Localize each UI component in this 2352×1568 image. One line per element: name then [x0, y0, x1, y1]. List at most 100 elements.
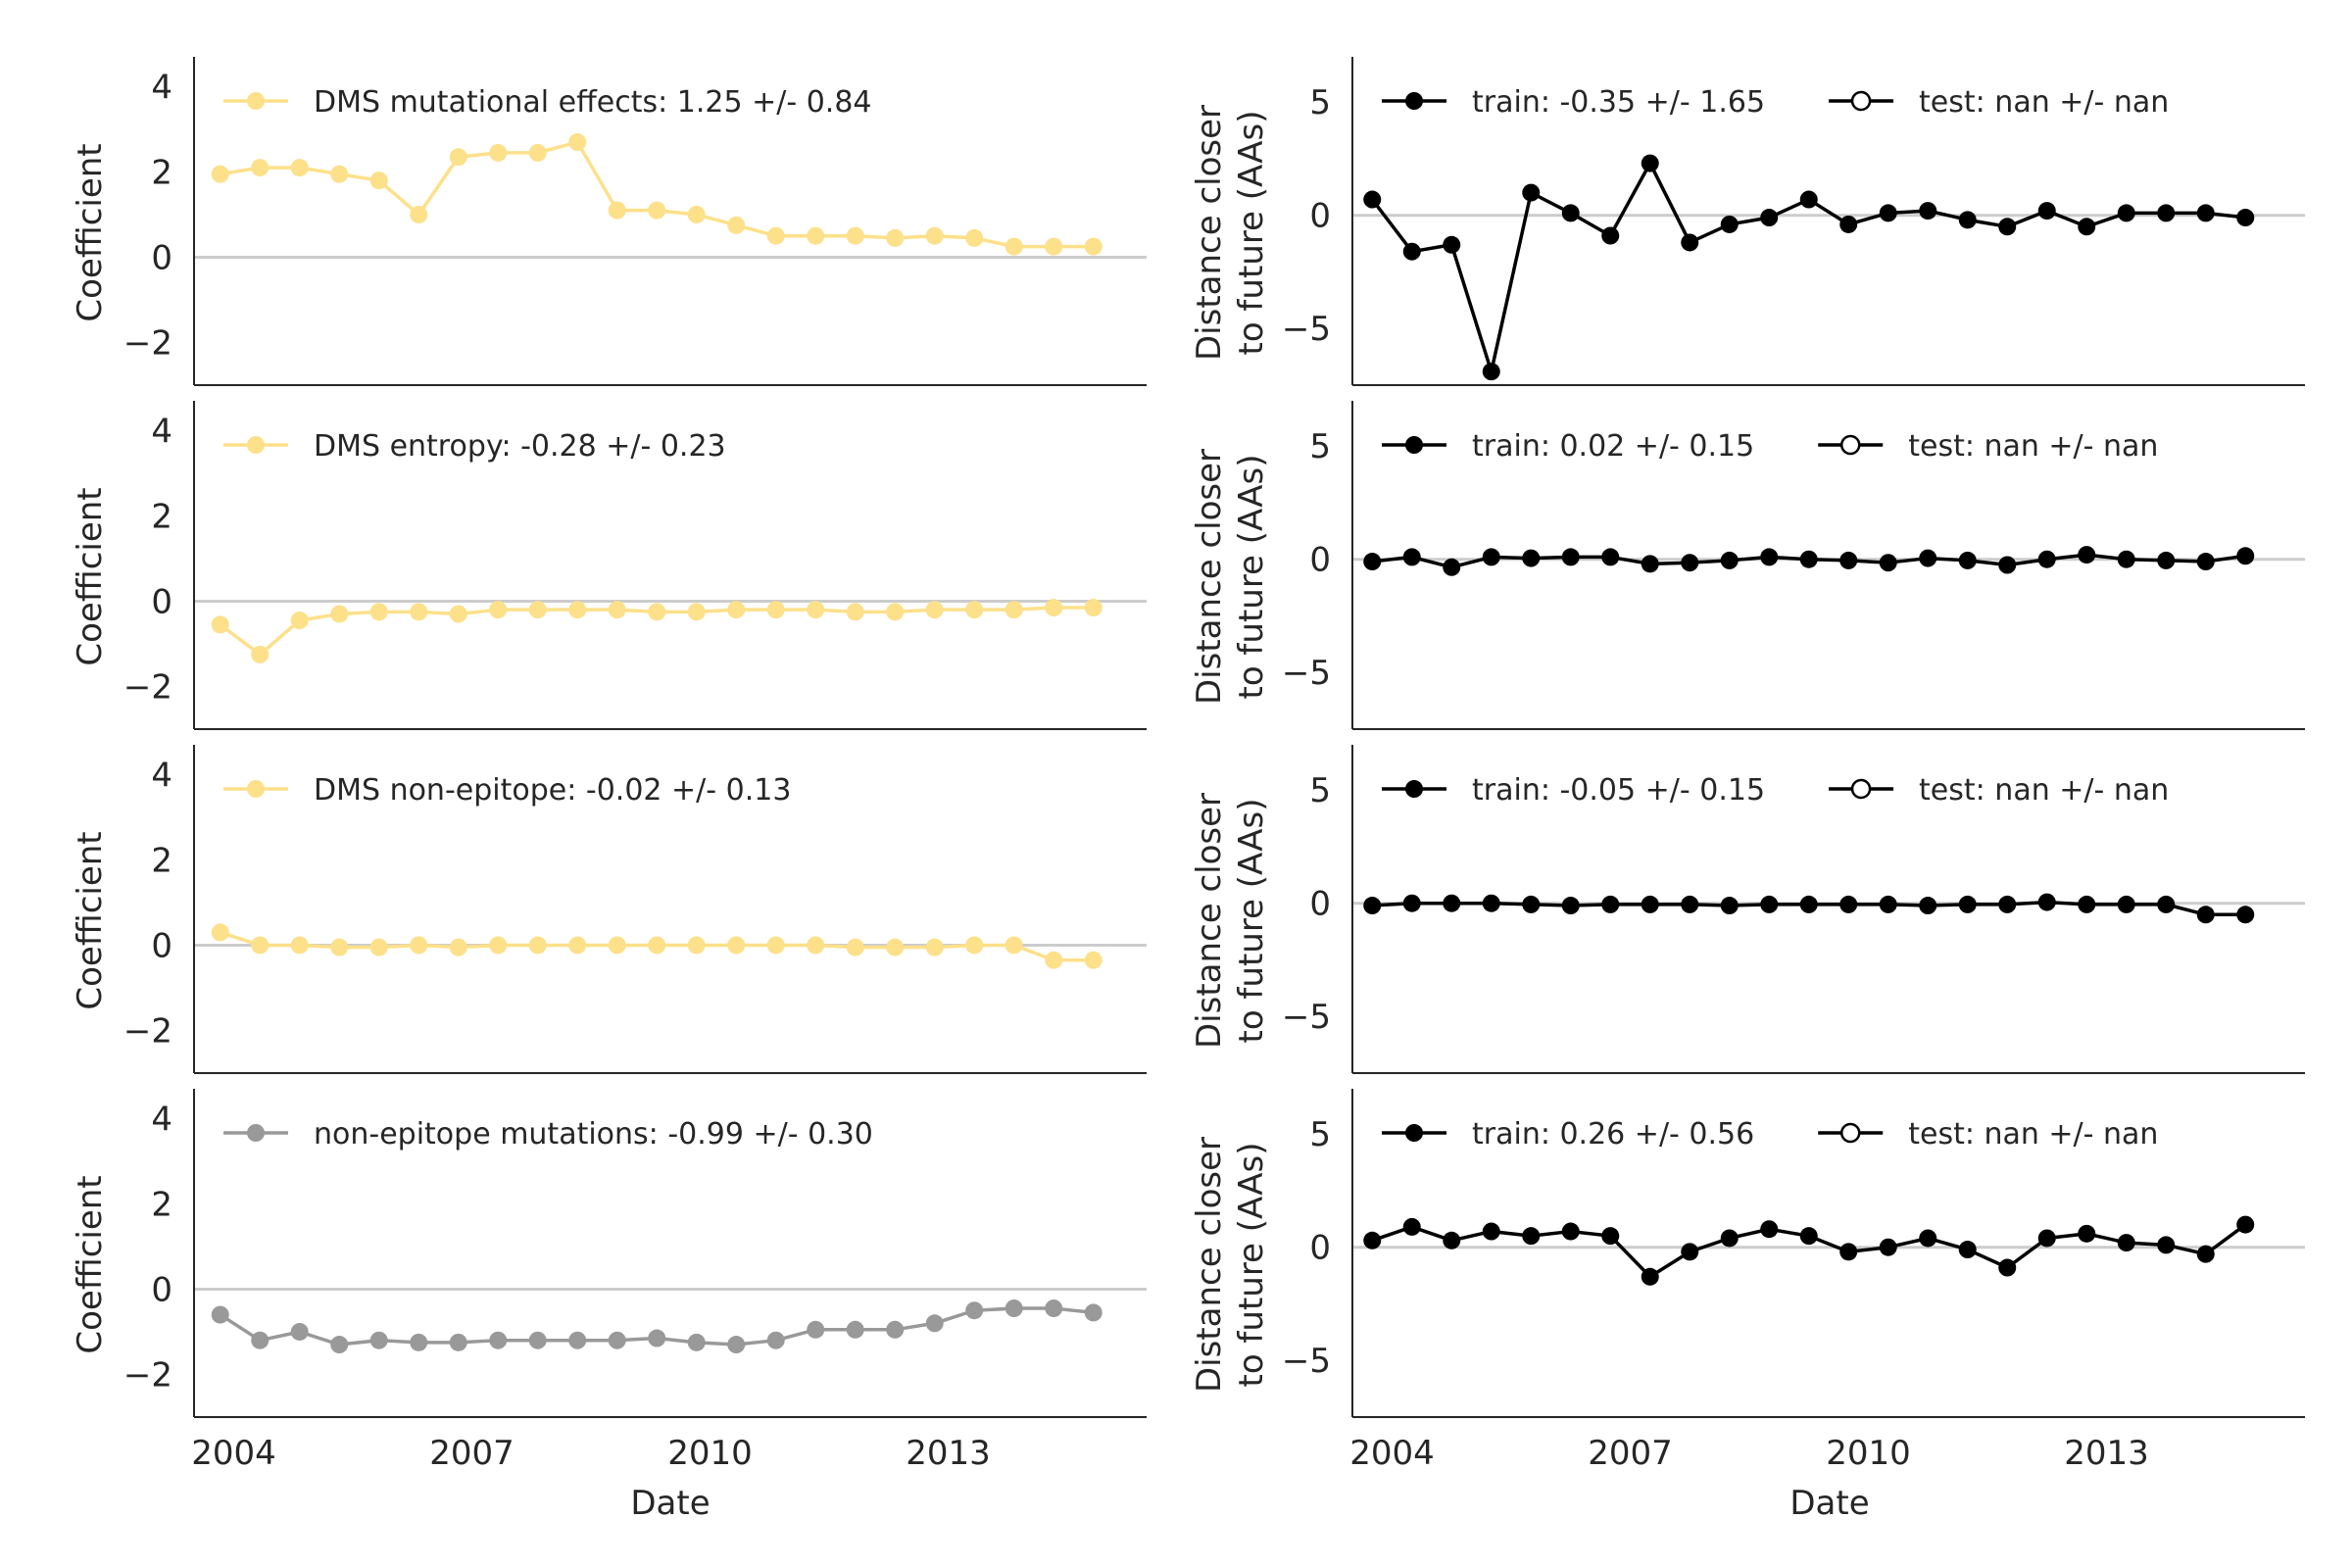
data-point	[1561, 1222, 1580, 1241]
data-point	[1482, 363, 1500, 381]
data-point	[1443, 235, 1461, 254]
data-point	[1443, 558, 1461, 576]
data-point	[925, 938, 944, 956]
legend-label: DMS entropy: -0.28 +/- 0.23	[314, 429, 726, 464]
data-point	[369, 938, 388, 956]
data-point	[211, 1305, 229, 1324]
x-tick-label: 2004	[1349, 1434, 1435, 1473]
y-axis-label: Coefficient	[71, 487, 110, 665]
data-point	[1919, 897, 1937, 915]
series-1	[1363, 1215, 2255, 1286]
data-point	[330, 605, 349, 623]
data-point	[290, 612, 309, 630]
data-point	[330, 165, 349, 183]
data-point	[2078, 1224, 2096, 1243]
panel-coefficient-3: −2 0 2 4 Coefficient DMS non-epitope: -0.02 +…	[71, 745, 1147, 1074]
legend-label: train: -0.35 +/- 1.65	[1472, 85, 1765, 120]
legend-marker	[247, 1124, 265, 1142]
data-point	[2117, 1234, 2135, 1252]
data-point	[1839, 551, 1858, 569]
data-point	[687, 936, 706, 955]
data-point	[449, 605, 467, 623]
data-point	[410, 1333, 428, 1351]
data-point	[648, 936, 666, 955]
data-point	[1443, 1231, 1461, 1250]
data-point	[1482, 894, 1500, 912]
data-point	[1998, 1258, 2017, 1277]
data-point	[766, 226, 785, 245]
data-point	[1641, 154, 1659, 172]
data-point	[1958, 895, 1977, 913]
y-tick-label: 0	[1309, 197, 1331, 236]
data-point	[2037, 550, 2056, 568]
data-point	[1958, 551, 1977, 569]
data-point	[2078, 895, 2096, 913]
data-point	[2078, 218, 2096, 236]
panel-coefficient-4: −2 0 2 4 2004 2007 2010 2013 Coefficient non-epit…	[71, 1089, 1147, 1473]
data-point	[648, 603, 666, 621]
y-tick-label: −5	[1282, 998, 1331, 1037]
y-tick-label: −5	[1282, 654, 1331, 693]
data-point	[2236, 1215, 2255, 1234]
x-tick-label: 2013	[2064, 1434, 2149, 1473]
data-point	[608, 601, 626, 619]
y-tick-label: −5	[1282, 310, 1331, 349]
y-tick-label: 5	[1309, 1115, 1331, 1154]
data-point	[2196, 906, 2215, 924]
data-point	[251, 159, 270, 177]
data-point	[846, 226, 864, 245]
data-point	[1402, 242, 1421, 261]
data-point	[1799, 1227, 1818, 1246]
y-tick-label: 5	[1309, 427, 1331, 466]
data-point	[528, 1331, 547, 1349]
panel-coefficient-2: −2 0 2 4 Coefficient DMS entropy: -0.28 +/- 0…	[71, 401, 1147, 730]
legend-marker	[1850, 90, 1872, 112]
panel-distance-4: −5 0 5 2004 2007 2010 2013 Distance closer to fu…	[1190, 1089, 2305, 1473]
data-point	[1919, 1229, 1937, 1248]
data-point	[846, 603, 864, 621]
legend-label: train: -0.05 +/- 0.15	[1472, 773, 1765, 808]
data-point	[1879, 895, 1897, 913]
data-point	[1919, 549, 1937, 567]
y-tick-label: 0	[151, 238, 172, 277]
series-1	[211, 923, 1102, 969]
data-point	[1084, 951, 1102, 969]
data-point	[846, 1320, 864, 1339]
data-point	[1720, 551, 1739, 569]
data-point	[965, 601, 984, 619]
data-point	[1045, 951, 1063, 969]
data-point	[489, 601, 508, 619]
y-tick-label: 5	[1309, 771, 1331, 810]
y-tick-label: 2	[151, 1185, 172, 1224]
data-point	[1760, 895, 1779, 913]
legend-marker	[247, 436, 265, 454]
data-point	[1958, 1241, 1977, 1259]
data-point	[925, 226, 944, 245]
y-tick-label: 0	[151, 1270, 172, 1309]
data-point	[449, 148, 467, 167]
data-point	[1522, 549, 1541, 567]
legend-entry-1: DMS mutational effects: 1.25 +/- 0.84	[223, 85, 872, 120]
panels: −2 0 2 4 Coefficient DMS mutational effects: …	[71, 57, 2305, 1473]
data-point	[2236, 547, 2255, 565]
data-point	[330, 1336, 349, 1354]
data-point	[1004, 936, 1023, 955]
legend-entry-1: non-epitope mutations: -0.99 +/- 0.30	[223, 1117, 873, 1152]
data-point	[410, 936, 428, 955]
legend-label: test: nan +/- nan	[1919, 773, 2169, 808]
data-point	[1760, 1220, 1779, 1239]
panel-coefficient-1: −2 0 2 4 Coefficient DMS mutational effects: …	[71, 57, 1147, 386]
data-point	[608, 936, 626, 955]
data-point	[1681, 895, 1699, 913]
data-point	[1601, 226, 1620, 245]
data-point	[1084, 1303, 1102, 1322]
data-point	[807, 226, 825, 245]
legend-marker	[1405, 92, 1423, 110]
legend-marker	[247, 780, 265, 798]
legend-entry-2: test: nan +/- nan	[1818, 1117, 2158, 1152]
y-tick-label: −2	[123, 1355, 172, 1395]
data-point	[1522, 183, 1541, 202]
data-point	[1363, 1231, 1382, 1250]
data-point	[886, 228, 905, 247]
